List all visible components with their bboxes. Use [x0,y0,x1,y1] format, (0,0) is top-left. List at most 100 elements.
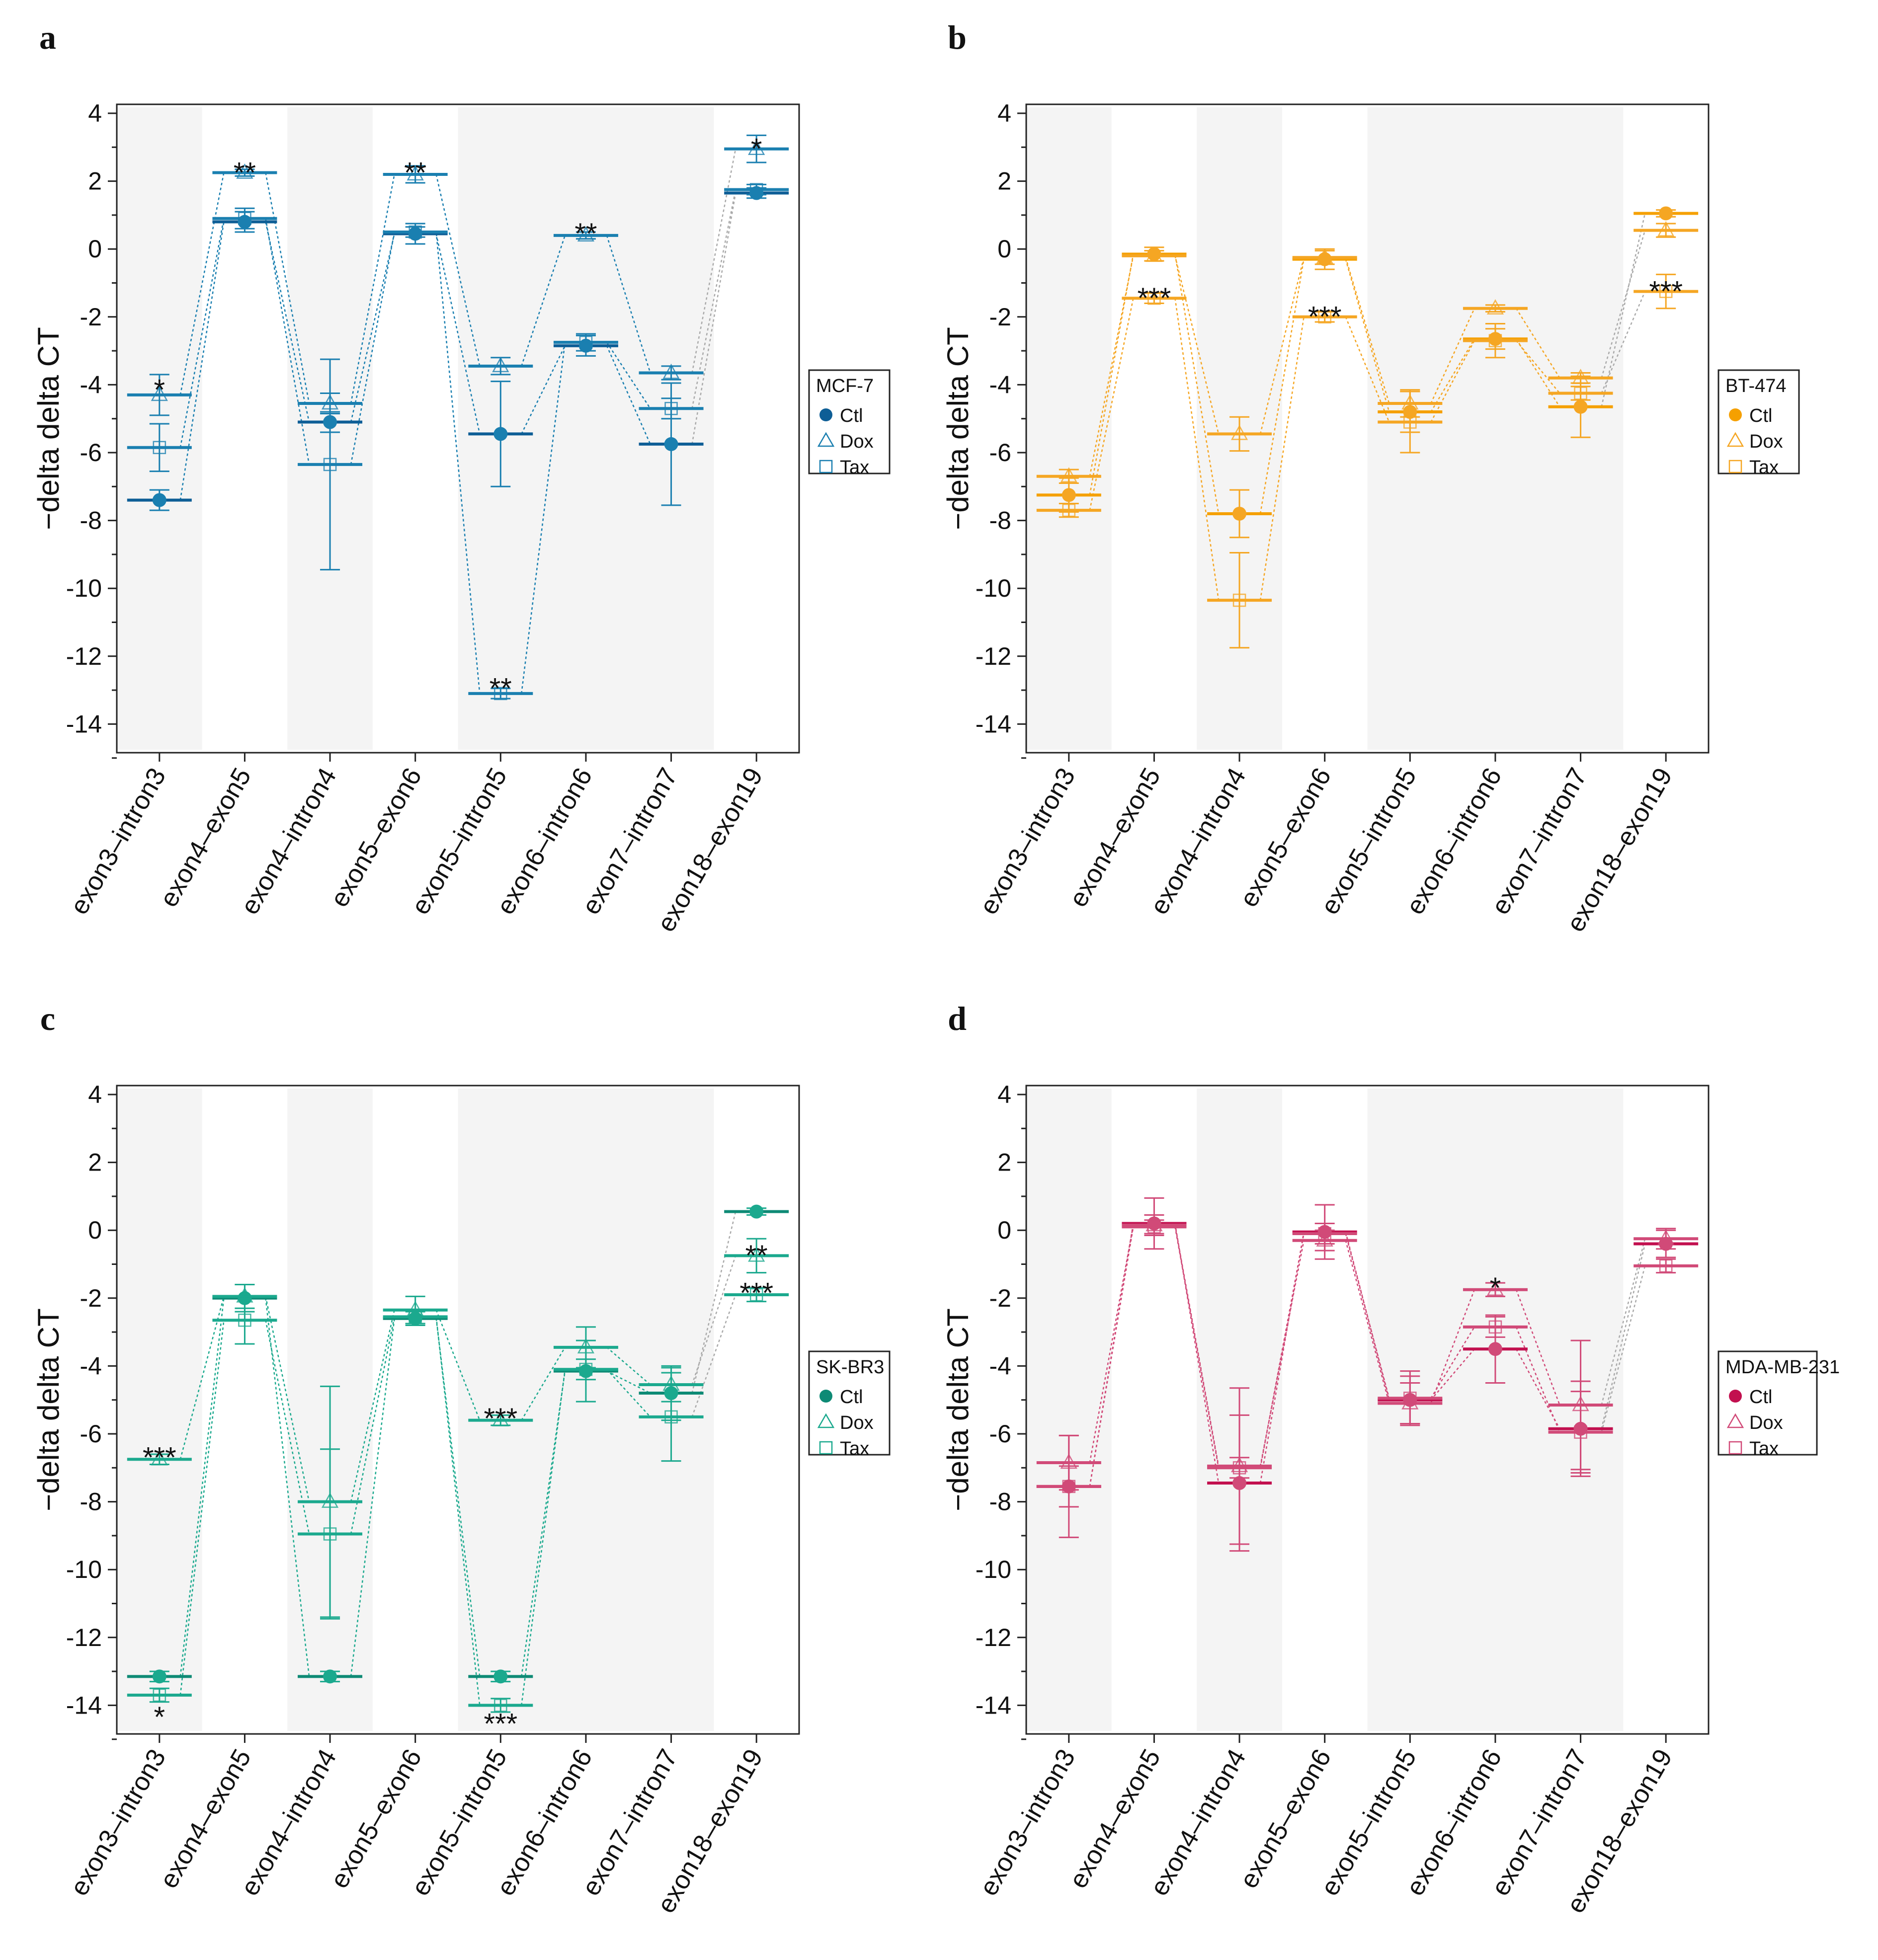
tax-point [238,212,251,225]
tax-point [1659,285,1673,298]
ctl-point [493,427,508,441]
legend-ctl-marker [1729,1390,1742,1403]
y-tick-label: -14 [66,710,102,738]
y-tick-label: -14 [976,710,1011,738]
legend: MDA-MB-231 Ctl Dox Tax [1717,1350,1840,1459]
tax-point [1574,1425,1587,1439]
legend-ctl-marker [1729,408,1742,421]
legend-entry-ctl: Ctl [1749,1387,1772,1408]
legend-entry-tax: Tax [1749,1438,1779,1459]
connector-tax [1174,1227,1220,1468]
connector-ctl [179,222,225,500]
tax-point [579,1362,593,1376]
connector-ctl [350,1318,395,1677]
background-band [117,1089,202,1731]
tax-point [153,441,166,455]
y-tick-label: -12 [66,1624,102,1651]
panel-a: a 4 2 0 -2 -4 -6 -8 -10 -12 -14 −delta delta CT exon… [32,18,891,937]
connector-tax [521,1369,566,1706]
legend-entry-dox: Dox [1749,431,1783,452]
connector-tax [1089,1227,1134,1487]
x-tick-label: exon4–exon5 [1063,1744,1166,1893]
y-tick-label: -14 [66,1691,102,1719]
dox-point [1316,248,1333,264]
connector-dox [1174,255,1220,434]
legend-entry-dox: Dox [840,1412,874,1433]
connector-dox [1174,1225,1220,1467]
ctl-point [664,437,678,451]
connector-tax [265,1320,310,1534]
y-tick-label: -4 [989,371,1011,398]
dox-point [1657,221,1675,236]
y-tick-label: -14 [976,1691,1011,1719]
significance-label: ** [404,157,426,189]
legend-entry-tax: Tax [840,1438,869,1459]
legend-title: MCF-7 [816,376,874,396]
panel-letter: b [948,18,967,56]
dox-point [1486,299,1504,314]
y-axis-label: −delta delta CT [941,327,975,530]
y-tick-label: -12 [66,642,102,670]
ctl-point [749,1204,764,1219]
connector-ctl [1174,1223,1220,1484]
ctl-point [493,1669,508,1684]
connector-dox [1601,230,1646,379]
connector-dox [265,172,310,404]
legend-entry-ctl: Ctl [840,1387,863,1408]
legend-dox-marker [817,432,835,447]
tax-point [579,335,593,349]
connector-dox [521,1347,566,1421]
tax-point [1318,310,1331,324]
y-tick-label: -8 [80,1488,102,1516]
legend: BT-474 Ctl Dox Tax [1717,369,1800,478]
legend-box [808,1350,891,1456]
dox-point [151,1450,168,1466]
dox-point [492,1411,509,1426]
y-tick-label: -6 [80,1420,102,1448]
legend-title: BT-474 [1725,376,1787,396]
significance-label: *** [1308,301,1342,333]
ctl-point [1573,399,1588,414]
tax-point [1574,387,1587,400]
tax-point [408,225,422,239]
y-tick-label: 4 [88,1081,102,1108]
x-tick-label: exon5–exon6 [325,763,427,912]
significance-label: *** [484,1403,517,1435]
x-tick-label: exon5–exon6 [1234,1744,1337,1893]
dox-point [748,1246,765,1262]
connector-ctl [691,1211,736,1394]
y-tick-label: -6 [80,439,102,467]
tax-point [664,1410,678,1424]
panel-d: d 4 2 0 -2 -4 -6 -8 -10 -12 -14 −delta delta CT exon… [941,1000,1840,1918]
x-tick-label: exon5–exon6 [1234,763,1337,912]
connector-tax [1515,340,1560,394]
y-tick-label: -8 [989,507,1011,535]
significance-label: *** [484,1708,517,1740]
connector-ctl [1601,213,1646,407]
connector-ctl [1515,338,1560,407]
connector-tax [179,218,225,448]
connector-tax [1515,1327,1560,1433]
connector-ctl [1601,1244,1646,1429]
y-tick-label: -6 [989,439,1011,467]
y-tick-label: -6 [989,1420,1011,1448]
dox-point [407,165,424,181]
dox-point [748,140,765,155]
connector-ctl [521,1371,566,1677]
legend-tax-marker [1728,460,1742,473]
legend-box [808,369,891,474]
connector-tax [350,1317,395,1534]
connector-ctl [265,222,310,422]
legend-ctl-marker [819,1390,832,1403]
ctl-point [1659,206,1673,221]
tax-point [1062,503,1076,517]
connector-ctl [521,345,566,434]
y-tick-label: -2 [989,1284,1011,1312]
legend-title: SK-BR3 [816,1357,884,1378]
y-tick-label: -10 [66,574,102,602]
tax-point [408,1310,422,1324]
ctl-point [1232,506,1247,521]
connector-dox [1089,1225,1134,1463]
tax-point [749,183,763,196]
